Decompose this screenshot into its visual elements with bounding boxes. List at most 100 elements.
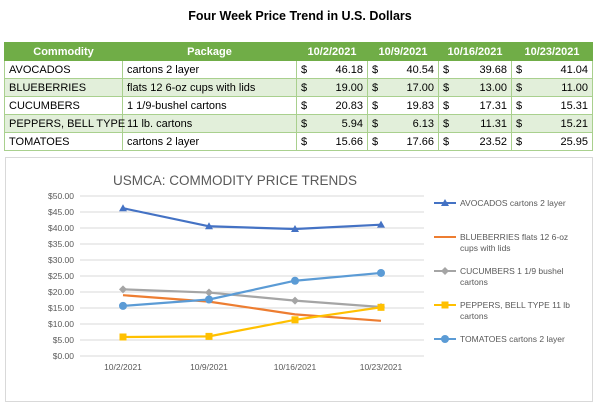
currency-symbol: $: [438, 60, 456, 79]
commodity-cell: AVOCADOS: [4, 60, 123, 79]
data-point-diamond: [119, 285, 127, 294]
chart-legend: AVOCADOS cartons 2 layer BLUEBERRIES flat…: [434, 198, 570, 344]
data-point-triangle: [205, 222, 213, 230]
commodity-cell: BLUEBERRIES: [4, 78, 123, 97]
data-point-square: [441, 301, 449, 309]
series-line: [122, 294, 382, 322]
price-cell: 40.54: [384, 60, 439, 79]
legend-entry: AVOCADOS cartons 2 layer: [434, 198, 566, 208]
price-cell: 13.00: [455, 78, 512, 97]
data-point-circle: [205, 295, 213, 304]
currency-symbol: $: [367, 78, 385, 97]
price-table: Commodity Package 10/2/2021 10/9/2021 10…: [4, 42, 593, 151]
legend-label: cups with lids: [460, 243, 511, 253]
header-week-4: 10/23/2021: [511, 42, 593, 61]
y-tick-label: $20.00: [48, 287, 74, 297]
table-row: PEPPERS, BELL TYPE 11 lb. cartons $ 5.94…: [4, 114, 593, 133]
x-tick-label: 10/9/2021: [190, 362, 228, 372]
header-package: Package: [122, 42, 297, 61]
data-point-triangle: [291, 225, 299, 233]
table-header-row: Commodity Package 10/2/2021 10/9/2021 10…: [4, 42, 593, 61]
price-cell: 19.00: [313, 78, 368, 97]
data-point-square: [377, 303, 385, 311]
legend-label: AVOCADOS cartons 2 layer: [460, 198, 566, 208]
data-point-circle: [119, 301, 127, 310]
header-week-3: 10/16/2021: [438, 42, 512, 61]
currency-symbol: $: [438, 96, 456, 115]
y-tick-label: $50.00: [48, 191, 74, 201]
series-lines: [119, 204, 385, 341]
commodity-cell: CUCUMBERS: [4, 96, 123, 115]
price-cell: 17.31: [455, 96, 512, 115]
currency-symbol: $: [367, 114, 385, 133]
data-point-triangle: [441, 199, 449, 206]
currency-symbol: $: [367, 60, 385, 79]
legend-label: cartons: [460, 277, 488, 287]
series-group: [119, 204, 385, 233]
currency-symbol: $: [511, 96, 529, 115]
series-line: [122, 306, 382, 339]
currency-symbol: $: [367, 132, 385, 151]
y-tick-label: $15.00: [48, 303, 74, 313]
price-cell: 15.66: [313, 132, 368, 151]
data-point-diamond: [291, 296, 299, 305]
currency-symbol: $: [438, 114, 456, 133]
header-commodity: Commodity: [4, 42, 123, 61]
data-point-diamond: [205, 288, 213, 297]
grid-lines: [80, 195, 424, 357]
table-row: TOMATOES cartons 2 layer $ 15.66 $ 17.66…: [4, 132, 593, 151]
currency-symbol: $: [296, 78, 314, 97]
data-point-circle: [377, 268, 385, 277]
legend-label: cartons: [460, 311, 488, 321]
price-cell: 15.31: [528, 96, 593, 115]
table-row: AVOCADOS cartons 2 layer $ 46.18 $ 40.54…: [4, 60, 593, 79]
axis-labels: $0.00 $5.00 $10.00 $15.00 $20.00 $25.00 $30.00…: [48, 191, 403, 372]
price-cell: 41.04: [528, 60, 593, 79]
package-cell: cartons 2 layer: [122, 132, 297, 151]
currency-symbol: $: [296, 60, 314, 79]
series-group: [122, 294, 382, 322]
y-tick-label: $0.00: [53, 351, 75, 361]
header-week-1: 10/2/2021: [296, 42, 368, 61]
x-tick-label: 10/2/2021: [104, 362, 142, 372]
price-cell: 11.00: [528, 78, 593, 97]
price-cell: 6.13: [384, 114, 439, 133]
package-cell: flats 12 6-oz cups with lids: [122, 78, 297, 97]
data-point-diamond: [441, 267, 449, 275]
y-tick-label: $35.00: [48, 239, 74, 249]
y-tick-label: $25.00: [48, 271, 74, 281]
price-cell: 23.52: [455, 132, 512, 151]
price-cell: 19.83: [384, 96, 439, 115]
y-tick-label: $30.00: [48, 255, 74, 265]
currency-symbol: $: [367, 96, 385, 115]
y-tick-label: $10.00: [48, 319, 74, 329]
chart-title: USMCA: COMMODITY PRICE TRENDS: [113, 173, 357, 188]
price-trend-chart: USMCA: COMMODITY PRICE TRENDS $0.00 $5.00…: [48, 173, 570, 372]
price-cell: 5.94: [313, 114, 368, 133]
series-line: [122, 271, 382, 307]
package-cell: cartons 2 layer: [122, 60, 297, 79]
legend-label: TOMATOES cartons 2 layer: [460, 334, 565, 344]
x-tick-label: 10/16/2021: [274, 362, 317, 372]
commodity-cell: PEPPERS, BELL TYPE: [4, 114, 125, 133]
legend-label: PEPPERS, BELL TYPE 11 lb: [460, 300, 570, 310]
price-cell: 11.31: [455, 114, 512, 133]
page-title: Four Week Price Trend in U.S. Dollars: [188, 9, 412, 23]
currency-symbol: $: [296, 132, 314, 151]
currency-symbol: $: [511, 114, 529, 133]
price-cell: 15.21: [528, 114, 593, 133]
currency-symbol: $: [438, 78, 456, 97]
currency-symbol: $: [296, 96, 314, 115]
chart-frame: USMCA: COMMODITY PRICE TRENDS $0.00 $5.00…: [5, 157, 593, 402]
currency-symbol: $: [438, 132, 456, 151]
series-group: [119, 303, 385, 341]
price-cell: 20.83: [313, 96, 368, 115]
y-tick-label: $45.00: [48, 207, 74, 217]
legend-entry: TOMATOES cartons 2 layer: [434, 334, 565, 344]
data-point-square: [119, 333, 127, 341]
data-point-circle: [441, 335, 449, 343]
series-line: [122, 288, 382, 309]
